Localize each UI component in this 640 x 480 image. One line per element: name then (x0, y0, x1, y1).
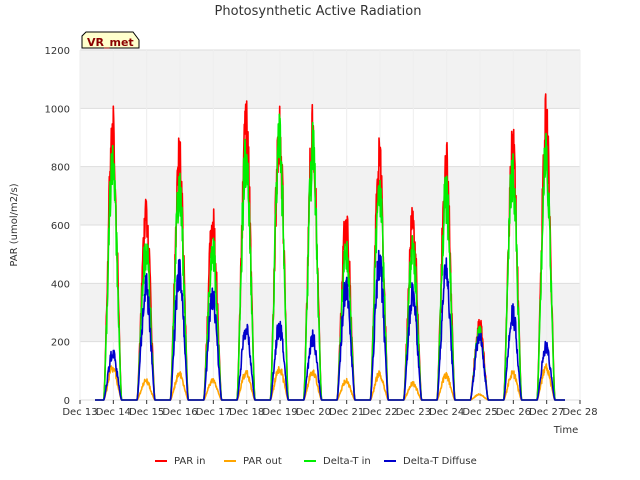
y-tick-label: 400 (51, 279, 70, 290)
x-tick-label: Dec 17 (196, 407, 231, 418)
x-tick-label: Dec 26 (496, 407, 531, 418)
y-tick-label: 1000 (45, 104, 70, 115)
x-tick-label: Dec 25 (462, 407, 497, 418)
x-tick-label: Dec 28 (562, 407, 597, 418)
chart-title: Photosynthetic Active Radiation (215, 4, 422, 19)
y-tick-label: 600 (51, 221, 70, 232)
plot-band (80, 341, 580, 400)
x-tick-label: Dec 13 (62, 407, 97, 418)
legend-label-par-in: PAR in (174, 456, 205, 467)
legend-label-par-out: PAR out (243, 456, 282, 467)
legend: PAR in PAR out Delta-T in Delta-T Diffuse (155, 456, 477, 467)
plot-background (80, 50, 580, 400)
badge-box (81, 31, 140, 49)
y-tick-label: 0 (64, 396, 70, 407)
x-tick-label: Dec 27 (529, 407, 564, 418)
series-line-delta-t-diffuse (94, 249, 566, 401)
x-axis-label: Time (553, 425, 578, 436)
x-tick-label: Dec 14 (96, 407, 131, 418)
x-tick-label: Dec 20 (296, 407, 331, 418)
y-tick-label: 1200 (45, 46, 70, 57)
plot-band (80, 50, 580, 109)
series-layer (94, 93, 566, 401)
y-tick-label: 200 (51, 338, 70, 349)
x-tick-label: Dec 23 (396, 407, 431, 418)
y-tick-label: 800 (51, 163, 70, 174)
legend-label-delta-t-in: Delta-T in (323, 456, 371, 467)
y-axis-ticks: 0 200 400 600 800 1000 1200 (45, 46, 70, 407)
x-tick-label: Dec 24 (429, 407, 464, 418)
x-tick-label: Dec 19 (262, 407, 297, 418)
plot-band (80, 108, 580, 167)
legend-label-delta-t-diffuse: Delta-T Diffuse (403, 456, 477, 467)
x-tick-label: Dec 16 (162, 407, 197, 418)
x-tick-label: Dec 18 (229, 407, 264, 418)
station-badge: VR_met (81, 31, 140, 49)
y-axis-label: PAR (umol/m2/s) (9, 183, 20, 266)
badge-label: VR_met (87, 36, 134, 49)
plot-band (80, 166, 580, 225)
plot-band (80, 283, 580, 342)
x-tick-label: Dec 21 (329, 407, 364, 418)
x-tick-label: Dec 15 (129, 407, 164, 418)
plot-band (80, 225, 580, 284)
x-tick-label: Dec 22 (362, 407, 397, 418)
